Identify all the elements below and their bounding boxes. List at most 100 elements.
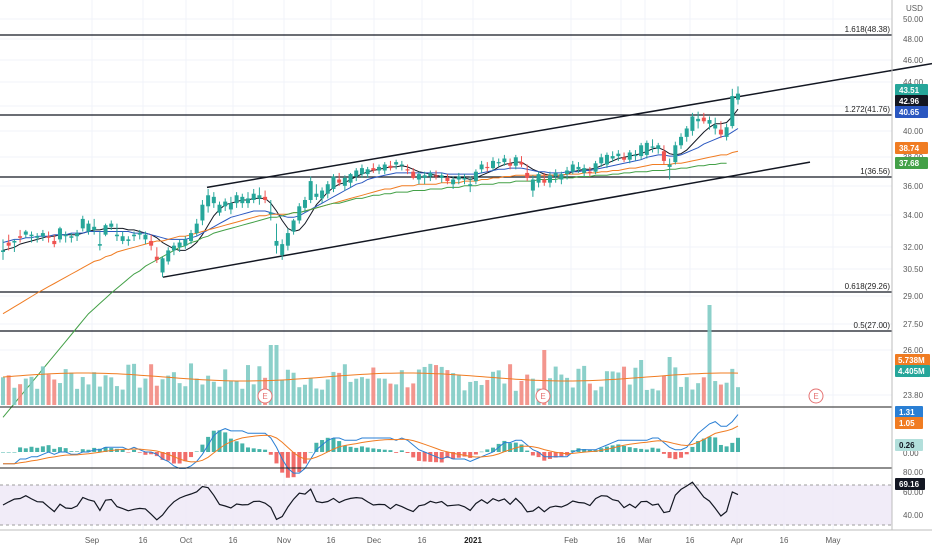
price-tick-label: 34.00: [903, 211, 924, 220]
volume-bar: [18, 384, 23, 405]
volume-bar: [377, 378, 382, 405]
volume-bar: [513, 390, 518, 405]
macd-signal-line: [3, 425, 739, 465]
macd-histogram-bar: [63, 448, 68, 452]
candle-body: [456, 176, 461, 180]
volume-bar: [6, 375, 11, 405]
volume-bar: [713, 381, 718, 405]
volume-bar: [491, 371, 495, 405]
volume-bar: [661, 375, 666, 405]
macd-histogram-bar: [724, 446, 729, 452]
candle-body: [394, 162, 399, 165]
candle-body: [331, 176, 336, 189]
candle-body: [75, 233, 80, 237]
volume-bar: [211, 381, 216, 405]
candle-body: [701, 117, 706, 122]
macd-histogram-bar: [701, 438, 706, 452]
volume-bar: [40, 366, 45, 405]
candle-body: [268, 212, 273, 215]
macd-histogram-bar: [405, 452, 410, 453]
volume-bar: [690, 389, 695, 405]
macd-histogram-bar: [12, 452, 17, 453]
moving-average-line: [2, 128, 739, 243]
volume-bar: [382, 378, 387, 405]
macd-histogram-bar: [616, 444, 621, 452]
price-badge: [895, 157, 928, 169]
macd-histogram-bar: [462, 452, 467, 457]
price-tick-label: 48.00: [903, 35, 924, 44]
volume-bars: [1, 305, 740, 405]
candle-body: [92, 226, 97, 230]
candle-body: [365, 169, 370, 175]
time-tick-label: Oct: [180, 536, 193, 545]
time-tick-label: 16: [327, 536, 336, 545]
candle-body: [114, 234, 119, 237]
volume-bar: [445, 370, 450, 405]
candle-body: [46, 236, 51, 238]
volume-badge: [895, 354, 930, 366]
volume-badge: [895, 365, 930, 377]
volume-bar: [297, 387, 302, 405]
candle-body: [684, 128, 689, 137]
candle-body: [610, 156, 615, 159]
volume-bar: [724, 382, 729, 405]
macd-histogram-bar: [553, 452, 558, 458]
volume-bar: [228, 381, 233, 405]
volume-bar: [622, 366, 627, 405]
candle-body: [342, 177, 347, 186]
price-badge-label: 40.65: [899, 108, 920, 117]
volume-badge-label: 4.405M: [898, 367, 925, 376]
macd-histogram-bar: [713, 437, 718, 452]
volume-bar: [120, 389, 125, 405]
price-tick-label: 29.00: [903, 292, 924, 301]
candle-body: [23, 231, 28, 235]
time-axis-ticks[interactable]: Sep 16 Oct 16 Nov 16 Dec 16 2021 Feb 16 Mar 16 Apr 16 M…: [85, 536, 841, 545]
macd-histogram-bar: [331, 438, 336, 452]
volume-bar: [86, 384, 91, 405]
candle-body: [263, 196, 268, 200]
macd-histogram-bar: [428, 452, 433, 462]
macd-histogram-bar: [171, 452, 176, 464]
volume-bar: [246, 365, 250, 405]
candle-body: [388, 165, 393, 169]
volume-bar: [565, 377, 570, 405]
volume-bar: [570, 387, 575, 405]
candle-body: [183, 239, 188, 246]
macd-histogram-bar: [359, 446, 364, 452]
moving-average-line: [2, 162, 727, 418]
macd-histogram-bar: [52, 448, 57, 452]
macd-histogram-bar: [1, 452, 5, 453]
candle-body: [80, 218, 85, 229]
price-badge-label: 37.68: [899, 159, 920, 168]
candle-body: [177, 242, 182, 248]
macd-histogram-bar: [502, 440, 507, 452]
macd-histogram-bar: [183, 452, 188, 462]
candle-body: [525, 172, 530, 178]
rsi-tick-label: 40.00: [903, 511, 924, 520]
macd-histogram-bar: [377, 449, 382, 452]
time-tick-label: Nov: [277, 536, 291, 545]
time-tick-label: 16: [229, 536, 238, 545]
candle-body: [411, 171, 416, 178]
volume-bar: [189, 363, 194, 405]
macd-histogram-bar: [365, 447, 370, 452]
candlestick-series: [1, 86, 740, 278]
time-tick-label: Mar: [638, 536, 652, 545]
price-badge: [895, 84, 928, 96]
candle-body: [285, 233, 290, 246]
volume-bar: [439, 366, 444, 405]
price-tick-label: 30.50: [903, 265, 924, 274]
volume-bar: [342, 364, 347, 405]
macd-histogram-bar: [473, 452, 478, 455]
candle-body: [97, 244, 102, 246]
macd-histogram-bar: [639, 448, 644, 452]
price-tick-label: 50.00: [903, 15, 924, 24]
volume-bar: [257, 366, 262, 405]
candle-body: [690, 116, 695, 131]
trend-channel-upper: [206, 62, 932, 189]
volume-bar: [126, 364, 131, 405]
macd-histogram-bar: [166, 452, 171, 461]
